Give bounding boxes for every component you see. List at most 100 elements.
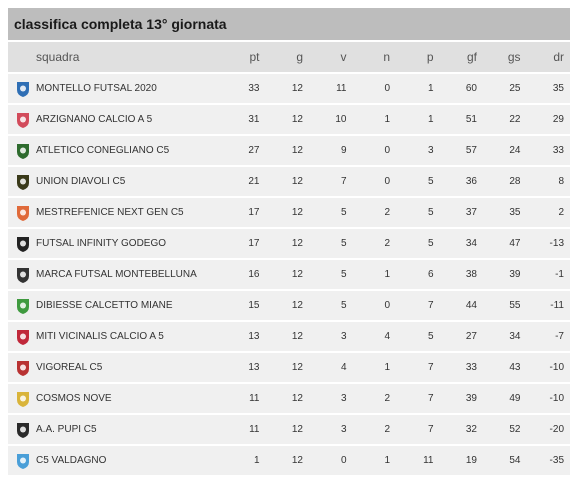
stat-g: 12 — [265, 198, 309, 227]
team-name[interactable]: UNION DIAVOLI C5 — [30, 167, 222, 196]
table-row[interactable]: MONTELLO FUTSAL 2020 33 12 11 0 1 60 25 35 — [8, 74, 570, 103]
stat-gf: 27 — [439, 322, 483, 351]
marca-logo-icon — [14, 266, 32, 284]
standings-title: classifica completa 13° giornata — [14, 16, 227, 32]
team-name[interactable]: COSMOS NOVE — [30, 384, 222, 413]
stat-pt: 21 — [222, 167, 266, 196]
table-row[interactable]: DIBIESSE CALCETTO MIANE 15 12 5 0 7 44 55 -11 — [8, 291, 570, 320]
stat-dr: -35 — [526, 446, 570, 475]
team-name[interactable]: ATLETICO CONEGLIANO C5 — [30, 136, 222, 165]
stat-g: 12 — [265, 291, 309, 320]
team-logo-cell — [8, 415, 30, 444]
stat-gf: 36 — [439, 167, 483, 196]
stat-p: 3 — [396, 136, 440, 165]
table-row[interactable]: MESTREFENICE NEXT GEN C5 17 12 5 2 5 37 35 2 — [8, 198, 570, 227]
table-row[interactable]: A.A. PUPI C5 11 12 3 2 7 32 52 -20 — [8, 415, 570, 444]
team-name[interactable]: MESTREFENICE NEXT GEN C5 — [30, 198, 222, 227]
header-team: squadra — [30, 42, 222, 72]
team-name[interactable]: ARZIGNANO CALCIO A 5 — [30, 105, 222, 134]
stat-p: 5 — [396, 322, 440, 351]
stat-gs: 55 — [483, 291, 527, 320]
table-row[interactable]: ARZIGNANO CALCIO A 5 31 12 10 1 1 51 22 29 — [8, 105, 570, 134]
stat-gs: 49 — [483, 384, 527, 413]
vigoreal-logo-icon — [14, 359, 32, 377]
stat-gs: 39 — [483, 260, 527, 289]
stat-n: 0 — [352, 291, 396, 320]
stat-p: 5 — [396, 229, 440, 258]
stat-n: 2 — [352, 415, 396, 444]
team-name[interactable]: MONTELLO FUTSAL 2020 — [30, 74, 222, 103]
team-name[interactable]: A.A. PUPI C5 — [30, 415, 222, 444]
stat-n: 4 — [352, 322, 396, 351]
pupi-logo-icon — [14, 421, 32, 439]
stat-p: 7 — [396, 291, 440, 320]
team-name[interactable]: DIBIESSE CALCETTO MIANE — [30, 291, 222, 320]
header-v: v — [309, 42, 353, 72]
stat-dr: 8 — [526, 167, 570, 196]
stat-gf: 51 — [439, 105, 483, 134]
stat-n: 2 — [352, 229, 396, 258]
stat-gs: 47 — [483, 229, 527, 258]
stat-p: 6 — [396, 260, 440, 289]
stat-p: 7 — [396, 384, 440, 413]
dibiesse-logo-icon — [14, 297, 32, 315]
stat-gs: 25 — [483, 74, 527, 103]
stat-gs: 52 — [483, 415, 527, 444]
stat-dr: -10 — [526, 353, 570, 382]
stat-gf: 39 — [439, 384, 483, 413]
stat-g: 12 — [265, 74, 309, 103]
table-row[interactable]: VIGOREAL C5 13 12 4 1 7 33 43 -10 — [8, 353, 570, 382]
table-row[interactable]: UNION DIAVOLI C5 21 12 7 0 5 36 28 8 — [8, 167, 570, 196]
team-name[interactable]: FUTSAL INFINITY GODEGO — [30, 229, 222, 258]
stat-n: 1 — [352, 105, 396, 134]
stat-pt: 27 — [222, 136, 266, 165]
stat-dr: 33 — [526, 136, 570, 165]
stat-p: 11 — [396, 446, 440, 475]
stat-gf: 19 — [439, 446, 483, 475]
table-row[interactable]: C5 VALDAGNO 1 12 0 1 11 19 54 -35 — [8, 446, 570, 475]
stat-n: 2 — [352, 384, 396, 413]
header-row: squadra pt g v n p gf gs dr — [8, 42, 570, 72]
table-row[interactable]: COSMOS NOVE 11 12 3 2 7 39 49 -10 — [8, 384, 570, 413]
stat-pt: 15 — [222, 291, 266, 320]
stat-gf: 32 — [439, 415, 483, 444]
header-gs: gs — [483, 42, 527, 72]
team-name[interactable]: MITI VICINALIS CALCIO A 5 — [30, 322, 222, 351]
header-n: n — [352, 42, 396, 72]
team-name[interactable]: MARCA FUTSAL MONTEBELLUNA — [30, 260, 222, 289]
stat-v: 5 — [309, 260, 353, 289]
stat-p: 7 — [396, 415, 440, 444]
table-row[interactable]: FUTSAL INFINITY GODEGO 17 12 5 2 5 34 47 -13 — [8, 229, 570, 258]
header-dr: dr — [526, 42, 570, 72]
stat-g: 12 — [265, 136, 309, 165]
table-row[interactable]: MITI VICINALIS CALCIO A 5 13 12 3 4 5 27 34 -7 — [8, 322, 570, 351]
diavoli-logo-icon — [14, 173, 32, 191]
stat-dr: -13 — [526, 229, 570, 258]
stat-gf: 33 — [439, 353, 483, 382]
stat-n: 0 — [352, 136, 396, 165]
team-logo-cell — [8, 260, 30, 289]
header-logo — [8, 42, 30, 72]
standings-header: squadra pt g v n p gf gs dr — [8, 42, 570, 72]
stat-n: 1 — [352, 260, 396, 289]
stat-dr: -10 — [526, 384, 570, 413]
team-name[interactable]: C5 VALDAGNO — [30, 446, 222, 475]
cosmos-logo-icon — [14, 390, 32, 408]
standings-title-bar: classifica completa 13° giornata — [8, 8, 570, 40]
stat-v: 11 — [309, 74, 353, 103]
stat-g: 12 — [265, 260, 309, 289]
stat-v: 7 — [309, 167, 353, 196]
stat-v: 5 — [309, 198, 353, 227]
team-name[interactable]: VIGOREAL C5 — [30, 353, 222, 382]
stat-gs: 22 — [483, 105, 527, 134]
stat-g: 12 — [265, 446, 309, 475]
stat-n: 1 — [352, 446, 396, 475]
stat-p: 5 — [396, 167, 440, 196]
stat-gf: 44 — [439, 291, 483, 320]
team-logo-cell — [8, 167, 30, 196]
stat-pt: 31 — [222, 105, 266, 134]
table-row[interactable]: ATLETICO CONEGLIANO C5 27 12 9 0 3 57 24 33 — [8, 136, 570, 165]
header-p: p — [396, 42, 440, 72]
table-row[interactable]: MARCA FUTSAL MONTEBELLUNA 16 12 5 1 6 38 39 -1 — [8, 260, 570, 289]
standings-table: squadra pt g v n p gf gs dr MONTELLO FUT… — [8, 40, 570, 477]
